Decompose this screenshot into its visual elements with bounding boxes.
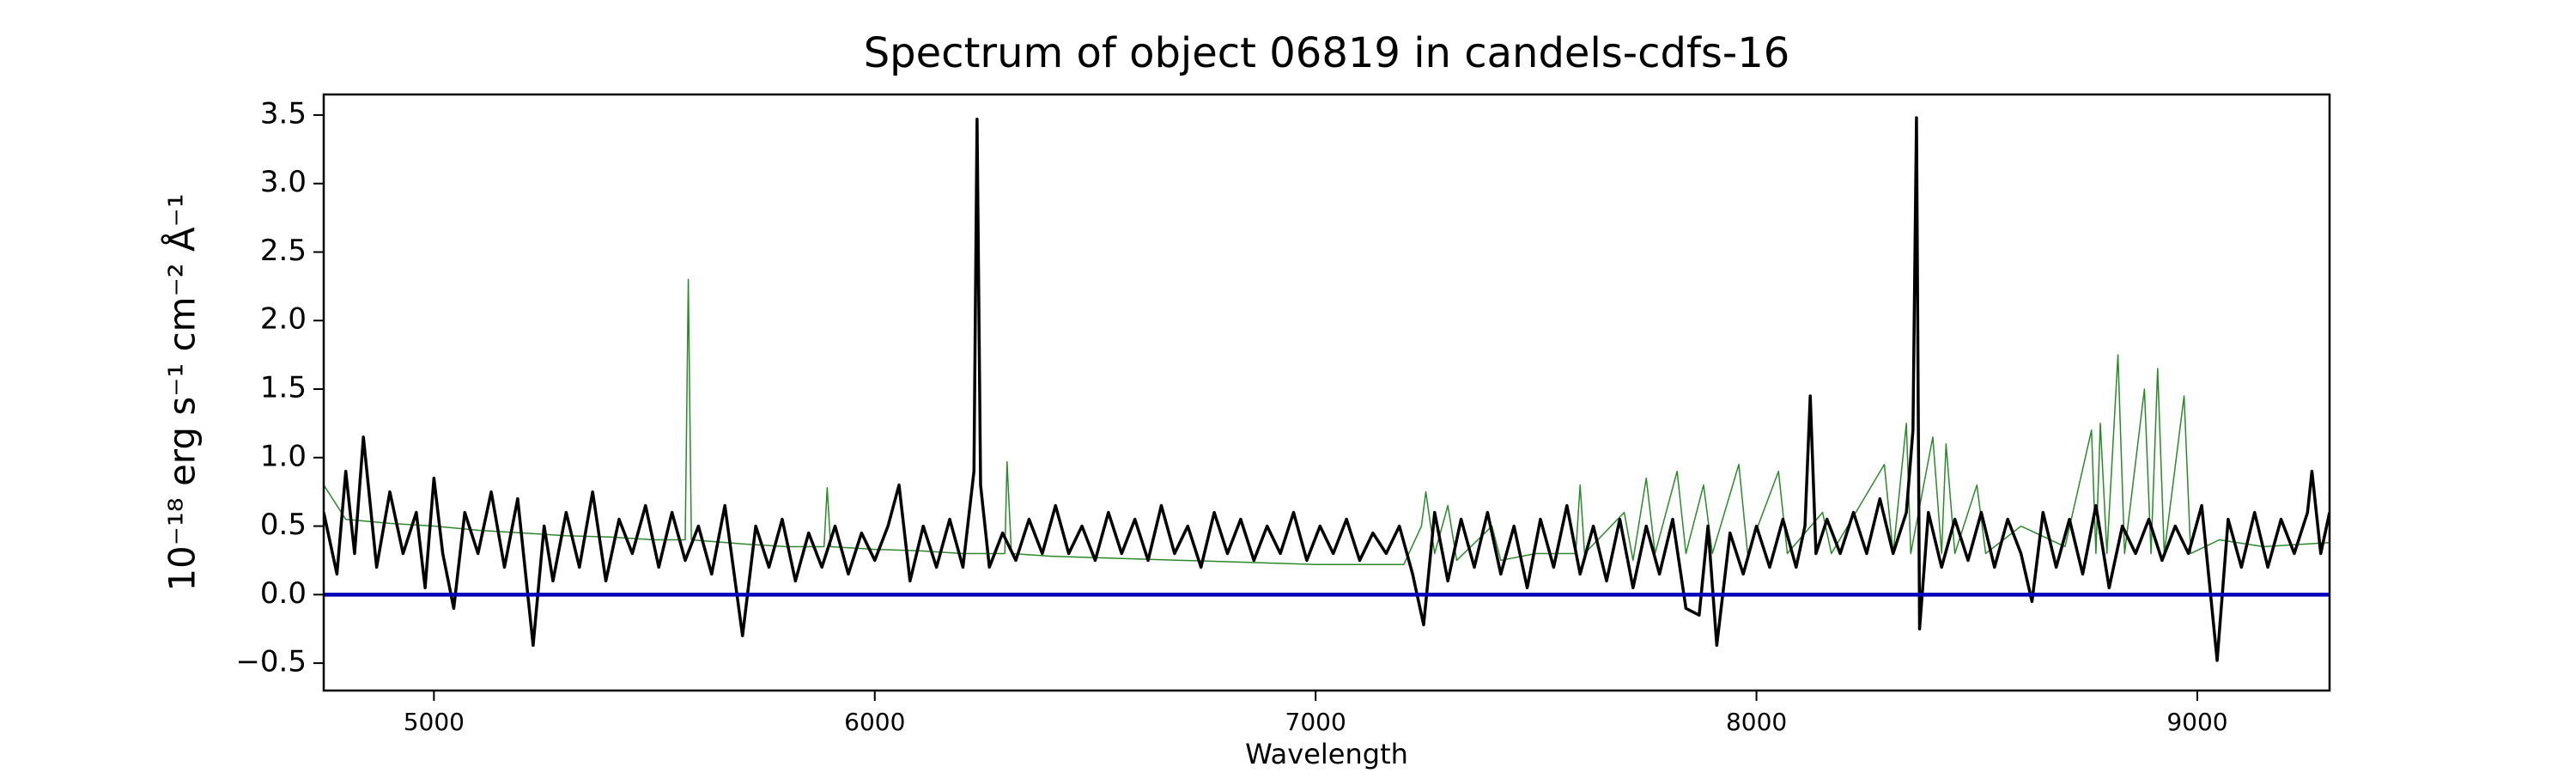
x-tick-label: 5000	[404, 708, 465, 736]
y-tick-label: 3.0	[260, 165, 307, 199]
x-axis-label: Wavelength	[1245, 738, 1408, 770]
y-tick-label: 1.0	[260, 439, 307, 473]
x-tick-label: 7000	[1285, 708, 1346, 736]
y-tick-label: 0.5	[260, 508, 307, 542]
x-tick-label: 9000	[2166, 708, 2227, 736]
x-tick-label: 6000	[844, 708, 905, 736]
chart-title: Spectrum of object 06819 in candels-cdfs…	[864, 29, 1790, 77]
plot-lines	[324, 116, 2330, 662]
plot-frame	[322, 93, 2331, 692]
y-axis-label: 10⁻¹⁸ erg s⁻¹ cm⁻² Å⁻¹	[161, 193, 204, 591]
y-tick-label: 0.0	[260, 576, 307, 611]
y-tick-label: 2.0	[260, 302, 307, 337]
x-tick-label: 8000	[1726, 708, 1787, 736]
spectrum-line	[324, 278, 2330, 565]
y-tick-label: 1.5	[260, 371, 307, 405]
y-tick-label: 3.5	[260, 96, 307, 131]
y-tick-label: −0.5	[235, 645, 307, 679]
spectrum-line	[324, 116, 2330, 662]
y-tick-label: 2.5	[260, 234, 307, 268]
